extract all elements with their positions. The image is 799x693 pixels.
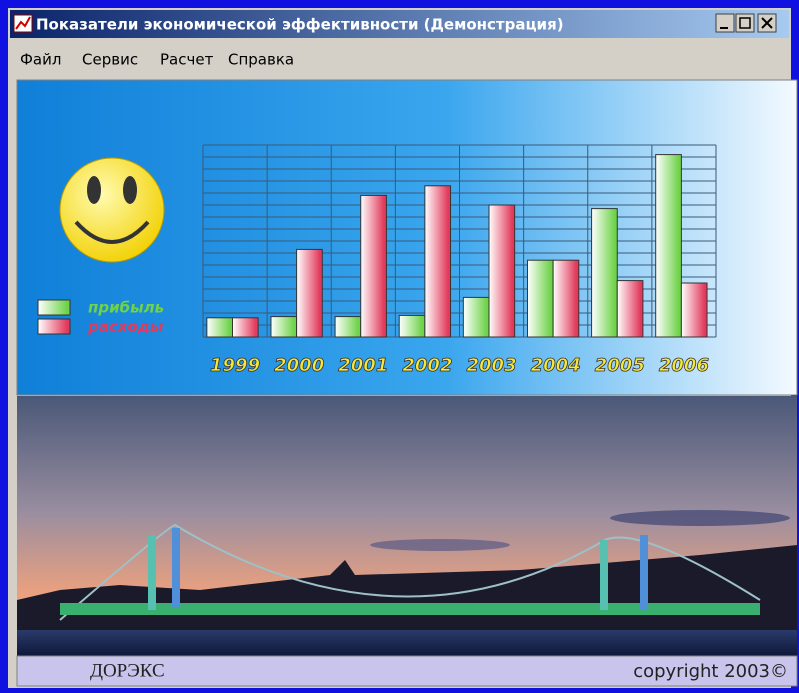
photo-pylon bbox=[172, 528, 180, 608]
bar bbox=[271, 317, 297, 337]
legend-swatch bbox=[38, 319, 70, 334]
x-tick-label: 2005 bbox=[595, 355, 645, 376]
footer-right: copyright 2003© bbox=[633, 661, 788, 682]
bar bbox=[681, 283, 707, 337]
photo bbox=[17, 396, 797, 656]
legend-label: прибыль bbox=[88, 299, 164, 317]
menu-item[interactable]: Расчет bbox=[160, 51, 214, 69]
menu-item[interactable]: Справка bbox=[228, 51, 294, 69]
smiley bbox=[60, 158, 164, 262]
bar bbox=[617, 281, 643, 337]
photo-pylon bbox=[640, 535, 648, 610]
bar bbox=[489, 205, 515, 337]
photo-pylon bbox=[600, 540, 608, 610]
bar bbox=[592, 209, 618, 337]
legend-swatch bbox=[38, 300, 70, 315]
bar bbox=[399, 315, 425, 337]
menu-item[interactable]: Сервис bbox=[82, 51, 138, 69]
x-tick-label: 2000 bbox=[274, 355, 324, 376]
bar bbox=[232, 318, 258, 337]
x-tick-label: 1999 bbox=[210, 355, 260, 376]
menu-item[interactable]: Файл bbox=[20, 51, 61, 69]
bar bbox=[425, 186, 451, 337]
legend-label: расходы bbox=[87, 318, 164, 336]
x-tick-label: 2001 bbox=[338, 355, 388, 376]
photo-cloud bbox=[370, 539, 510, 551]
maximize-button[interactable] bbox=[736, 14, 754, 32]
window: Показатели экономической эффективности (… bbox=[0, 0, 799, 693]
bar bbox=[207, 318, 233, 337]
footer-left: ДОРЭКС bbox=[90, 660, 165, 681]
smiley-face bbox=[60, 158, 164, 262]
bar bbox=[656, 155, 682, 337]
smiley-eye bbox=[87, 176, 101, 204]
minimize-button[interactable] bbox=[716, 14, 734, 32]
photo-bridge-deck bbox=[60, 603, 760, 615]
photo-cloud bbox=[610, 510, 790, 526]
x-tick-label: 2003 bbox=[467, 355, 517, 376]
bar bbox=[335, 317, 361, 337]
window-title: Показатели экономической эффективности (… bbox=[36, 16, 564, 34]
x-tick-label: 2002 bbox=[402, 355, 452, 376]
bar bbox=[463, 297, 489, 337]
x-tick-label: 2004 bbox=[531, 355, 581, 376]
bar bbox=[527, 260, 553, 337]
bar bbox=[553, 260, 579, 337]
smiley-eye bbox=[123, 176, 137, 204]
photo-water bbox=[17, 630, 797, 656]
bar bbox=[297, 249, 323, 337]
window-controls[interactable] bbox=[716, 14, 776, 32]
photo-pylon bbox=[148, 535, 156, 610]
page: Показатели экономической эффективности (… bbox=[0, 0, 799, 693]
bar bbox=[361, 195, 387, 337]
x-tick-label: 2006 bbox=[659, 355, 709, 376]
